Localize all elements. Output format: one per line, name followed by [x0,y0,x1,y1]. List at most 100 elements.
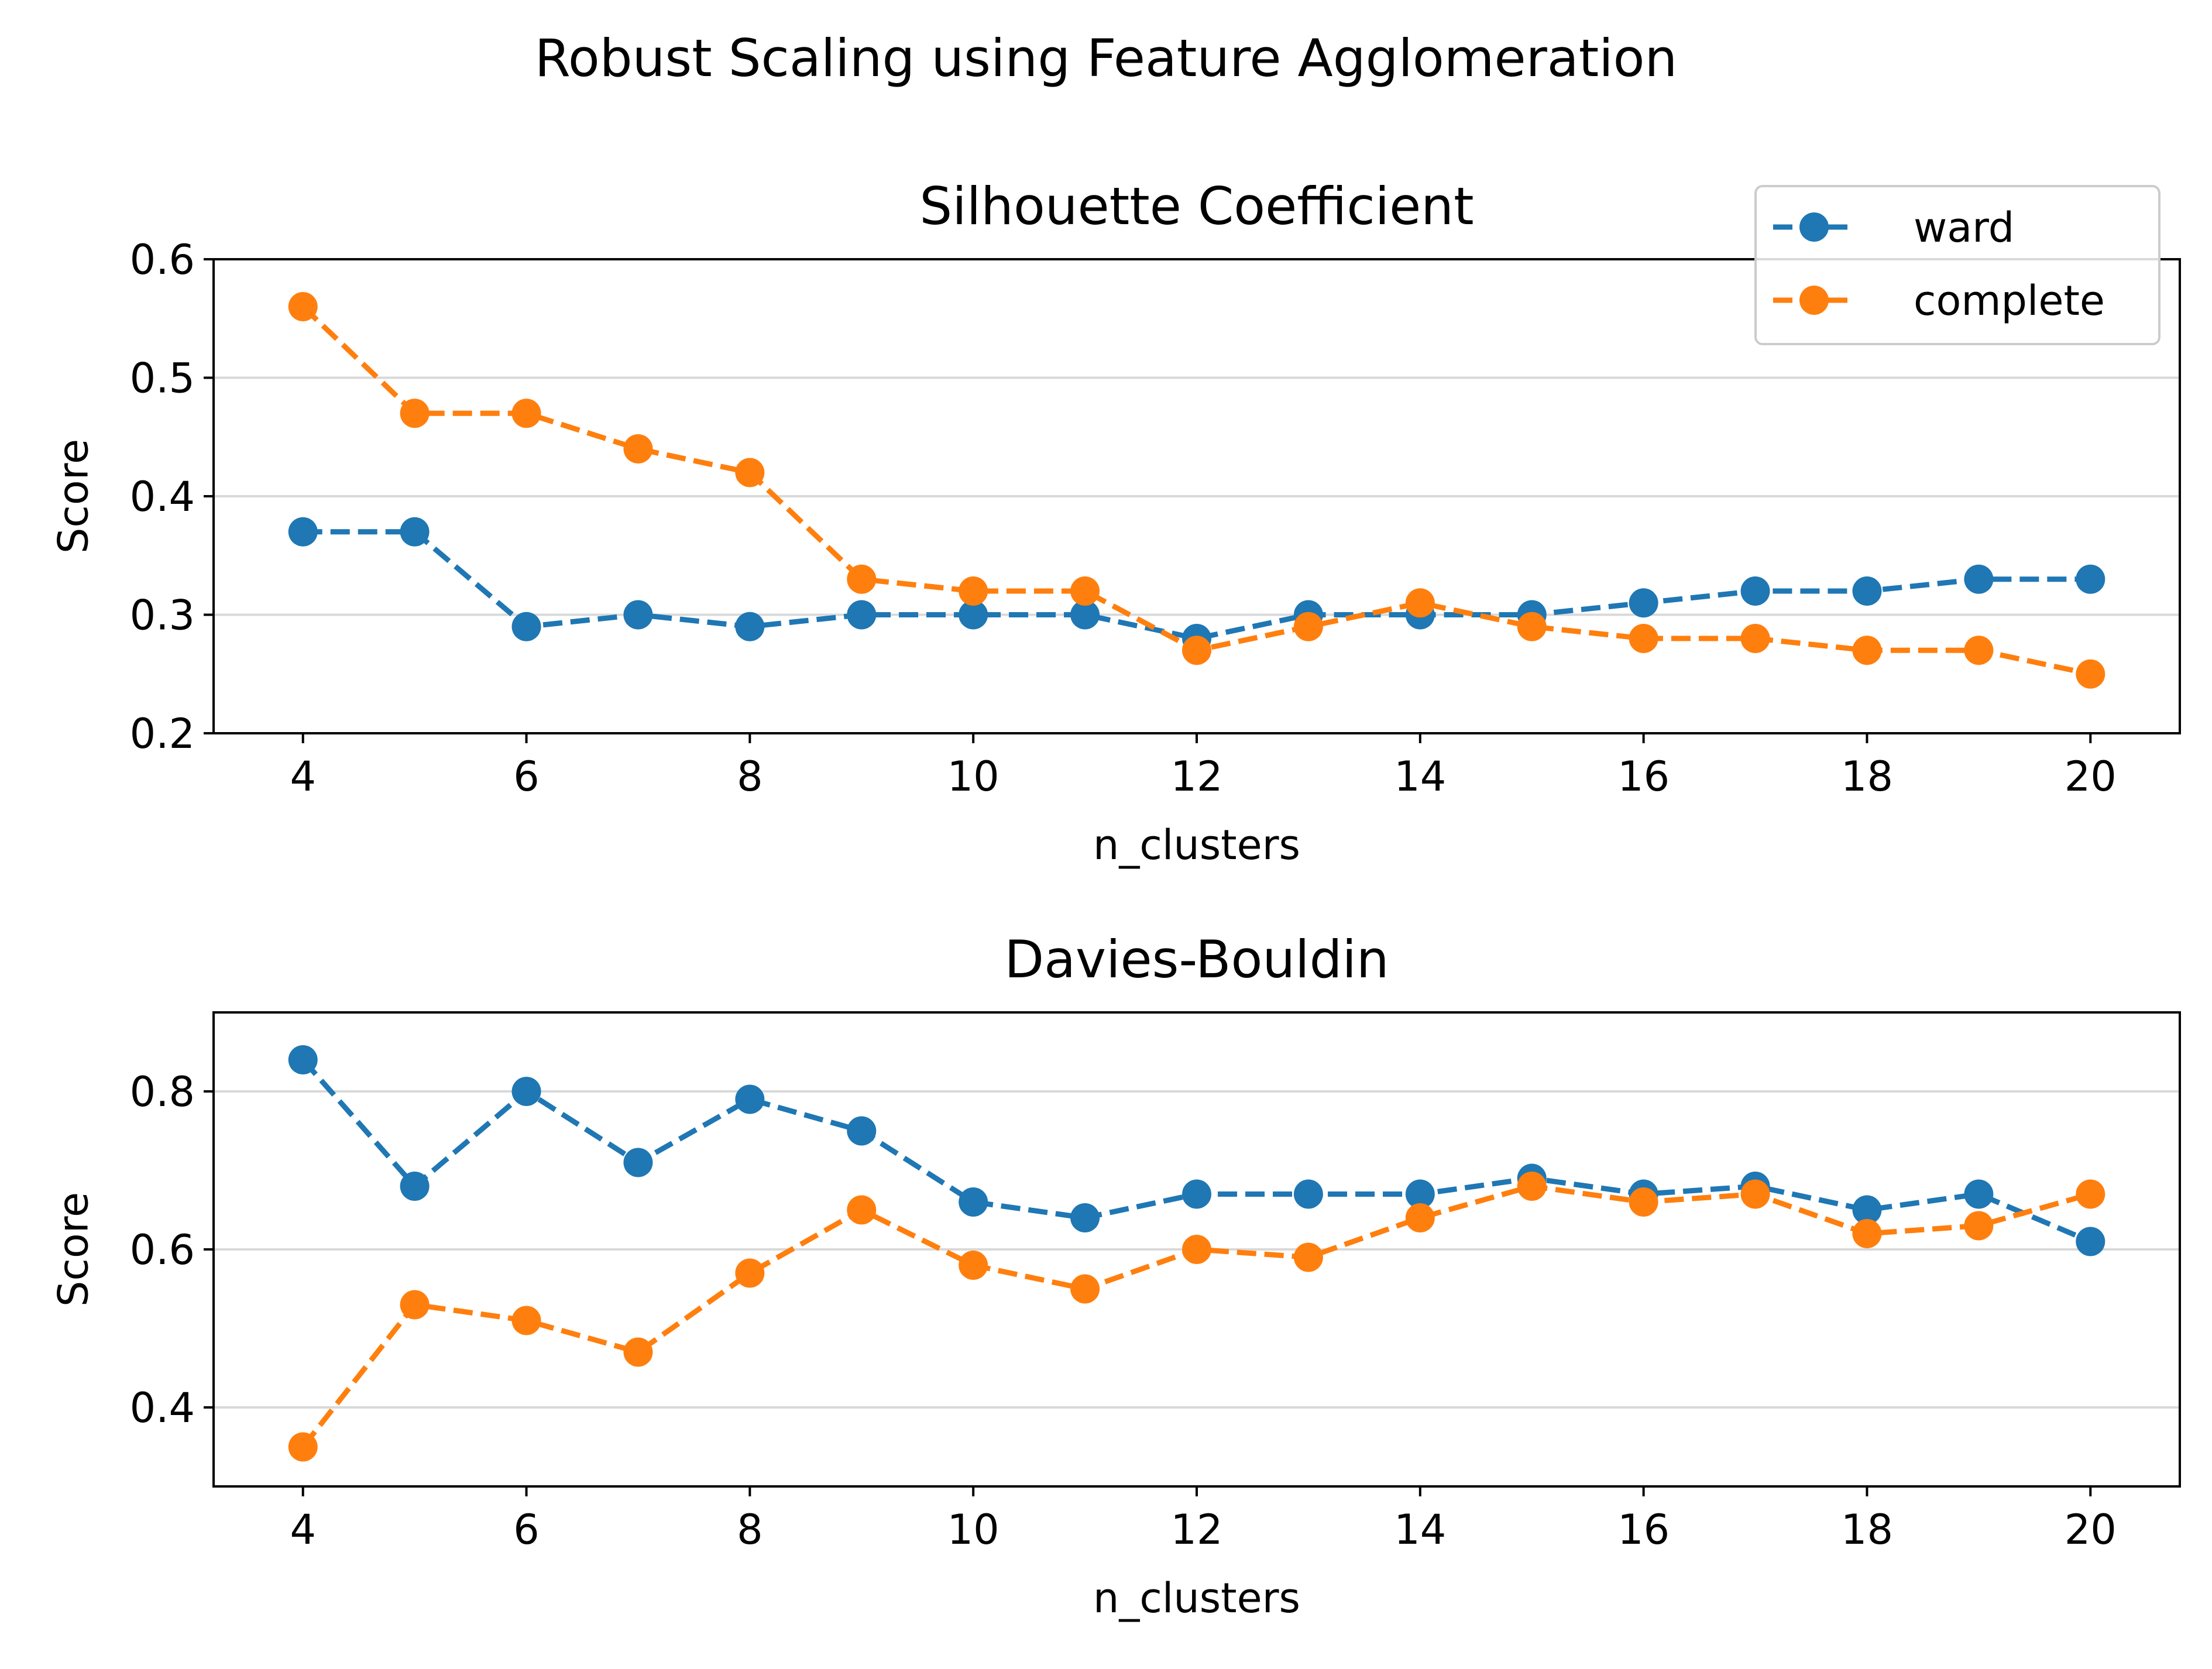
silhouette-series-complete-point [511,399,541,428]
davies-bouldin-xtick-label: 14 [1394,1506,1446,1554]
silhouette-xtick-label: 14 [1394,753,1446,801]
silhouette-ytick-label: 0.3 [130,592,195,640]
silhouette-series-complete-point [1070,576,1100,606]
legend-ward-label: ward [1914,204,2014,252]
silhouette-ytick-label: 0.2 [130,710,195,758]
davies-bouldin-series-ward-point [2076,1227,2105,1256]
davies-bouldin-series-ward-point [959,1187,988,1217]
silhouette-series-complete-point [1629,624,1658,653]
silhouette-series-complete-point [1405,588,1435,618]
silhouette-legend: ward complete [1754,185,2161,345]
davies-bouldin-xtick-label: 16 [1617,1506,1670,1554]
davies-bouldin-series-complete-point [1852,1219,1882,1248]
silhouette-series-ward-point [735,612,765,641]
davies-bouldin-series-ward-point [735,1084,765,1114]
silhouette-xtick-label: 6 [513,753,540,801]
davies-bouldin-series-ward-point [400,1172,430,1201]
silhouette-series-complete-point [1740,624,1770,653]
silhouette-xtick-label: 10 [947,753,999,801]
davies-bouldin-xtick-label: 10 [947,1506,999,1554]
davies-bouldin-ytick-label: 0.6 [130,1226,195,1274]
davies-bouldin-series-complete-point [1517,1172,1547,1201]
davies-bouldin-series-ward-point [288,1045,318,1074]
silhouette-series-complete-point [623,434,653,463]
silhouette-series-complete-point [288,292,318,321]
davies-bouldin-series-ward-line [301,1058,2092,1244]
davies-bouldin-series-ward-point [1293,1179,1323,1209]
silhouette-ytick-label: 0.5 [130,355,195,403]
davies-bouldin-ytick-label: 0.8 [130,1068,195,1116]
davies-bouldin-series-complete-point [511,1306,541,1335]
davies-bouldin-title: Davies-Bouldin [1004,929,1389,990]
silhouette-series-complete-point [1964,636,1994,665]
silhouette-xlabel: n_clusters [1093,821,1300,869]
davies-bouldin-series-ward-point [1964,1179,1994,1209]
davies-bouldin-series-complete-point [735,1258,765,1288]
silhouette-series-ward-point [288,517,318,547]
davies-bouldin-xtick-label: 8 [737,1506,763,1554]
davies-bouldin-series-ward-point [1182,1179,1211,1209]
silhouette-xtick-label: 12 [1170,753,1222,801]
legend-frame [1754,185,2161,345]
davies-bouldin-series-complete-point [1405,1203,1435,1232]
silhouette-xtick-label: 4 [290,753,316,801]
silhouette-series-ward-point [400,517,430,547]
silhouette-series-ward-point [2076,564,2105,594]
silhouette-xtick-label: 18 [1841,753,1893,801]
davies-bouldin-series-complete-point [623,1337,653,1367]
davies-bouldin-series-ward-point [623,1148,653,1177]
davies-bouldin-series-complete-point [1070,1274,1100,1304]
davies-bouldin-series-complete-point [1182,1235,1211,1264]
davies-bouldin-series-complete-point [1629,1187,1658,1217]
legend-complete-label: complete [1914,277,2105,325]
davies-bouldin-xtick-label: 6 [513,1506,540,1554]
davies-bouldin-series-ward-point [1852,1195,1882,1225]
silhouette-series-complete-point [959,576,988,606]
silhouette-series-ward-point [1070,600,1100,630]
davies-bouldin-series-complete-point [2076,1179,2105,1209]
silhouette-xtick-label: 16 [1617,753,1670,801]
silhouette-series-ward-point [1852,576,1882,606]
silhouette-series-complete-point [400,399,430,428]
silhouette-series-complete-point [1517,612,1547,641]
davies-bouldin-series-complete-point [400,1290,430,1320]
silhouette-subplot: 4 6 8 10 12 14 16 18 20 0.2 0.3 0.4 0.5 0.6 Silhouette… [50,176,2181,869]
davies-bouldin-series-complete-point [288,1432,318,1462]
silhouette-title: Silhouette Coefficient [919,176,1473,236]
silhouette-series-ward-point [511,612,541,641]
silhouette-series-ward-point [1964,564,1994,594]
davies-bouldin-series-complete-point [959,1251,988,1280]
davies-bouldin-series-complete-point [1293,1242,1323,1272]
davies-bouldin-series-complete-point [1964,1211,1994,1241]
silhouette-series-ward-line [303,529,2091,641]
silhouette-series-ward-point [1629,588,1658,618]
silhouette-ytick-label: 0.4 [130,473,195,521]
silhouette-series-ward-point [1740,576,1770,606]
silhouette-series-complete-point [2076,659,2105,689]
silhouette-series-ward-point [959,600,988,630]
davies-bouldin-series-complete-point [847,1195,877,1225]
silhouette-ytick-label: 0.6 [130,236,195,284]
silhouette-xtick-label: 8 [737,753,763,801]
silhouette-series-ward-point [847,600,877,630]
silhouette-series-complete-point [1852,636,1882,665]
davies-bouldin-series-ward-point [1405,1179,1435,1209]
davies-bouldin-ylabel: Score [50,1192,98,1307]
davies-bouldin-xtick-label: 20 [2065,1506,2117,1554]
silhouette-series-complete-point [1182,636,1211,665]
silhouette-ylabel: Score [50,439,98,554]
figure-title: Robust Scaling using Feature Agglomerati… [535,28,1678,88]
davies-bouldin-subplot: 4 6 8 10 12 14 16 18 20 0.4 0.6 0.8 Davies-Bouldin n_… [50,929,2181,1622]
davies-bouldin-xtick-label: 12 [1170,1506,1222,1554]
silhouette-series-complete-point [847,564,877,594]
legend-ward-marker [1799,212,1829,242]
silhouette-series-complete-point [735,458,765,487]
davies-bouldin-series-ward-point [847,1116,877,1146]
davies-bouldin-series-ward-point [511,1077,541,1106]
davies-bouldin-series-ward-point [1070,1203,1100,1232]
davies-bouldin-xtick-label: 4 [290,1506,316,1554]
silhouette-series-complete-line [301,304,2091,677]
davies-bouldin-ytick-label: 0.4 [130,1384,195,1432]
legend-complete-marker [1799,286,1829,315]
